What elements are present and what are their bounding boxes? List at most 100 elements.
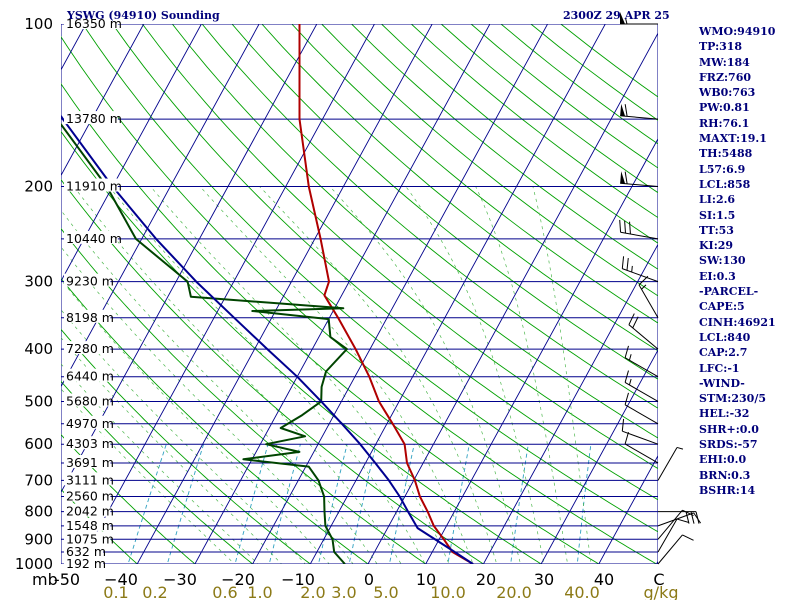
height-label: 11910 m [66, 179, 122, 194]
height-label-bg [64, 472, 111, 486]
height-label: 10440 m [66, 231, 122, 246]
wind-barb-full [624, 171, 628, 184]
dry-adiabat [61, 380, 254, 564]
wind-barb-full [621, 418, 625, 432]
pressure-unit-label: mb [32, 570, 58, 589]
height-label: 3691 m [66, 455, 114, 470]
wind-barb-full [624, 370, 629, 383]
wind-barb [624, 345, 659, 378]
height-label: 16350 m [66, 16, 122, 31]
mixing-ratio-label: 0.1 [103, 583, 128, 600]
mixing-ratio-label: 40.0 [564, 583, 600, 600]
wind-barb [638, 275, 659, 319]
height-label: 3111 m [66, 472, 114, 487]
pressure-tick-label: 500 [24, 392, 53, 410]
dry-adiabat [142, 24, 658, 470]
wind-barb-half [631, 265, 633, 273]
isotherm [194, 24, 491, 564]
temperature-profile [298, 24, 474, 564]
height-label: 8198 m [66, 310, 114, 325]
index-item: WMO:94910 [699, 25, 776, 38]
index-item: MAXT:19.1 [699, 132, 767, 146]
wind-barb [624, 431, 659, 464]
index-item: STM:230/5 [699, 392, 766, 406]
wind-barb [621, 256, 659, 283]
height-label-bg [64, 503, 111, 517]
wind-barb-staff [657, 512, 694, 527]
wind-barb-staff [624, 357, 659, 378]
height-label-bg [64, 454, 111, 468]
height-label-bg [64, 488, 111, 502]
wind-barb-staff [622, 430, 659, 445]
wind-barb-full [695, 511, 700, 524]
dry-adiabat [61, 328, 312, 564]
wind-barb [620, 12, 658, 25]
wind-barb-full [628, 313, 635, 325]
isotherm [78, 24, 376, 564]
index-item: FRZ:760 [699, 70, 752, 84]
mixing-ratio-line [389, 444, 415, 564]
temperature-tick-label: −20 [221, 570, 255, 589]
wind-barb-full [626, 258, 629, 271]
wind-barb-full [682, 534, 694, 541]
wind-barb [621, 418, 659, 445]
wind-barb-staff [624, 404, 659, 425]
height-label: 5680 m [66, 393, 114, 408]
mixing-ratio-line [234, 444, 269, 564]
dry-adiabat [291, 24, 658, 324]
height-label: 2042 m [66, 504, 114, 519]
wind-barb-half [676, 446, 684, 450]
isotherm [136, 24, 433, 564]
mixing-ratio-line [268, 444, 301, 564]
index-item: SW:130 [699, 254, 746, 268]
stability-indices-list: WMO:94910 TP:318 MW:184 FRZ:760 WB0:763 PW:0.… [699, 24, 799, 498]
isotherm [61, 24, 202, 282]
index-item: WB0:763 [699, 86, 756, 100]
parcel-profile [61, 114, 474, 564]
sounding-time-title: 2300Z 29 APR 25 [563, 9, 670, 22]
height-label: 13780 m [66, 111, 122, 126]
wind-barb-full [629, 221, 631, 235]
wind-barb [624, 370, 659, 402]
index-item: BRN:0.3 [699, 468, 751, 482]
index-item: SI:1.5 [699, 208, 736, 222]
temperature-tick-label: 40 [594, 570, 614, 589]
isotherm [540, 349, 658, 564]
temperature-tick-label: 10 [416, 570, 436, 589]
mixing-ratio-label: 10.0 [430, 583, 466, 600]
wind-barb [620, 103, 659, 120]
temperature-tick-label: 30 [534, 570, 554, 589]
index-item: TT:53 [699, 223, 734, 237]
dry-adiabat [351, 24, 658, 270]
dry-adiabat [82, 24, 658, 533]
mixing-ratio-label: 5.0 [373, 583, 398, 600]
dry-adiabat [201, 24, 658, 409]
height-label-bg [64, 543, 103, 557]
index-item: -WIND- [699, 376, 745, 390]
mixing-ratio-line [447, 444, 470, 564]
wind-barb-staff [638, 284, 659, 319]
wind-barb-full [624, 431, 629, 445]
pressure-tick-label: 900 [24, 530, 53, 548]
mixing-ratio-label: 3.0 [331, 583, 356, 600]
index-item: HEL:-32 [699, 407, 750, 421]
index-item: RH:76.1 [699, 116, 750, 130]
height-label: 9230 m [66, 274, 114, 289]
index-item: LCL:858 [699, 177, 751, 191]
mixing-ratio-line [318, 444, 348, 564]
wind-barb-full [624, 104, 628, 117]
height-label: 632 m [66, 544, 106, 559]
index-item: EI:0.3 [699, 269, 736, 283]
height-label-bg [64, 309, 111, 323]
height-label-bg [64, 531, 111, 545]
dry-adiabat [321, 24, 658, 297]
index-item: CINH:46921 [699, 315, 776, 329]
chart-labels: 16350 m 13780 m 11910 m 10440 m 9230 m 8198 m… [15, 15, 679, 600]
height-label-bg [64, 16, 118, 29]
wind-barb [620, 171, 659, 188]
wind-barb-staff [620, 115, 659, 120]
wind-barb-full [676, 518, 690, 523]
dry-adiabat [261, 24, 658, 352]
index-item: BSHR:14 [699, 483, 756, 497]
